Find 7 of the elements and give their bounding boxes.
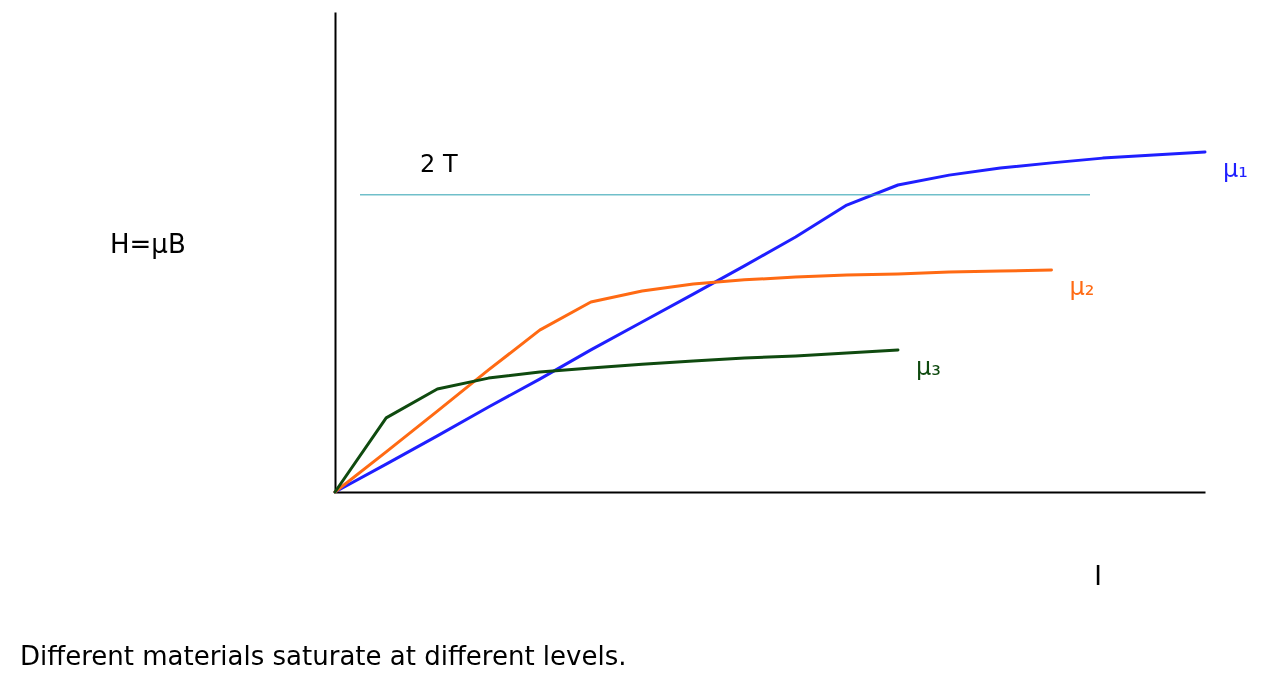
series-label: μ₃ [915,352,941,381]
text: Different materials saturate at different levels. [20,641,627,671]
series-label: μ₂ [1069,272,1095,301]
series-label: μ₁ [1223,155,1248,183]
text: H=μB [110,229,186,259]
ref-line-label: 2 T [420,149,458,178]
x-axis-title: I [1094,561,1102,591]
